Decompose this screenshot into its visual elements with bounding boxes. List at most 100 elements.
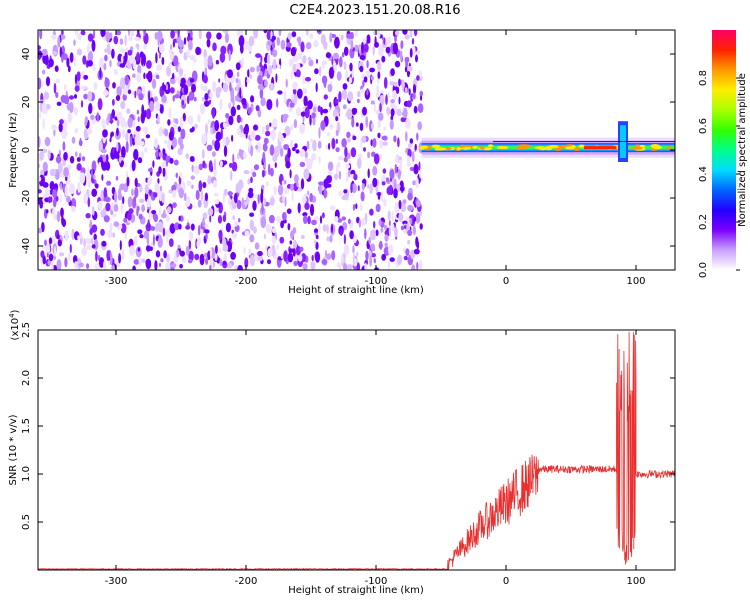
heatmap-cell [74, 94, 77, 99]
heatmap-cell [411, 38, 415, 45]
heatmap-cell [278, 30, 282, 37]
heatmap-cell [390, 108, 395, 117]
heatmap-cell [284, 196, 287, 207]
heatmap-cell [73, 56, 77, 67]
heatmap-cell [230, 251, 237, 260]
heatmap-cell [377, 191, 381, 200]
heatmap-cell [238, 218, 241, 223]
heatmap-cell [343, 61, 347, 70]
heatmap-cell [214, 192, 219, 197]
heatmap-cell [223, 160, 228, 165]
heatmap-hot-cell [434, 147, 447, 151]
heatmap-cell [92, 206, 95, 216]
heatmap-cell [409, 217, 413, 225]
heatmap-cell [386, 106, 391, 115]
heatmap-cell [269, 167, 274, 177]
heatmap-cell [384, 224, 388, 231]
heatmap-cell [79, 137, 82, 147]
heatmap-cell [416, 261, 419, 270]
heatmap-cell [264, 56, 268, 64]
heatmap-cell [178, 223, 182, 230]
heatmap-cell [52, 198, 57, 208]
heatmap-cell [397, 168, 401, 180]
heatmap-cell [38, 176, 42, 182]
heatmap-cell [76, 48, 83, 56]
heatmap-cell [38, 189, 42, 194]
heatmap-cell [126, 176, 130, 187]
heatmap-cell [384, 230, 388, 236]
heatmap-cell [419, 90, 424, 97]
heatmap-cell [53, 215, 58, 220]
heatmap-cell [305, 76, 311, 82]
heatmap-cell [132, 197, 136, 209]
heatmap-cell [261, 184, 265, 190]
heatmap-cell [48, 58, 54, 68]
heatmap-cell [136, 109, 140, 115]
heatmap-cell [41, 244, 46, 249]
heatmap-cell [112, 98, 115, 106]
heatmap-cell [229, 81, 232, 92]
heatmap-cell [366, 60, 369, 69]
heatmap-cell [381, 181, 386, 186]
heatmap-cell [400, 40, 404, 49]
heatmap-cell [103, 122, 106, 131]
heatmap-cell [236, 71, 240, 78]
heatmap-cell [133, 259, 140, 265]
heatmap-cell [143, 72, 146, 80]
heatmap-cell [185, 225, 191, 230]
heatmap-cell [252, 200, 257, 211]
heatmap-cell [367, 151, 371, 159]
heatmap-cell [206, 31, 212, 40]
heatmap-cell [98, 257, 105, 268]
heatmap-cell [250, 130, 256, 141]
heatmap-cell [385, 177, 390, 183]
heatmap-cell [141, 54, 144, 66]
heatmap-cell [407, 72, 410, 78]
heatmap-cell [283, 250, 288, 262]
x-tick-label: -100 [365, 576, 388, 587]
heatmap-cell [398, 212, 404, 222]
heatmap-cell [371, 122, 374, 130]
heatmap-cell [81, 85, 86, 90]
heatmap-cell [56, 234, 60, 240]
heatmap-cell [243, 267, 250, 270]
heatmap-cell [302, 55, 307, 64]
heatmap-cell [309, 33, 314, 40]
heatmap-cell [367, 168, 370, 179]
heatmap-cell [259, 61, 262, 68]
heatmap-cell [236, 127, 241, 136]
heatmap-cell [335, 129, 339, 137]
heatmap-cell [239, 132, 245, 138]
heatmap-cell [154, 101, 161, 112]
heatmap-cell [105, 31, 110, 43]
heatmap-cell [389, 169, 395, 180]
heatmap-cell [343, 234, 346, 245]
heatmap-cell [359, 55, 366, 60]
heatmap-cell [249, 234, 255, 243]
heatmap-cell [224, 32, 229, 44]
heatmap-cell [86, 127, 93, 135]
heatmap-cell [51, 124, 57, 131]
heatmap-cell [207, 90, 210, 95]
heatmap-cell [76, 157, 81, 162]
heatmap-cell [324, 178, 329, 189]
heatmap-cell [375, 229, 379, 236]
heatmap-cell [116, 118, 120, 127]
heatmap-cell [47, 196, 52, 204]
y-tick-label: 40 [21, 48, 32, 61]
heatmap-cell [289, 169, 292, 179]
heatmap-cell [412, 180, 417, 186]
heatmap-cell [81, 247, 88, 256]
heatmap-cell [346, 108, 353, 120]
heatmap-cell [391, 223, 395, 232]
heatmap-cell [74, 261, 78, 270]
heatmap-cell [314, 228, 318, 233]
heatmap-cell [142, 53, 146, 66]
heatmap-cell [137, 229, 143, 235]
heatmap-cell [111, 48, 115, 59]
snr-y-ticks: 0.5 1.0 1.5 2.0 2.5 [21, 322, 675, 530]
heatmap-cell [85, 213, 91, 219]
heatmap-cell [253, 124, 258, 131]
heatmap-cell [275, 73, 278, 83]
heatmap-cell [389, 81, 395, 86]
